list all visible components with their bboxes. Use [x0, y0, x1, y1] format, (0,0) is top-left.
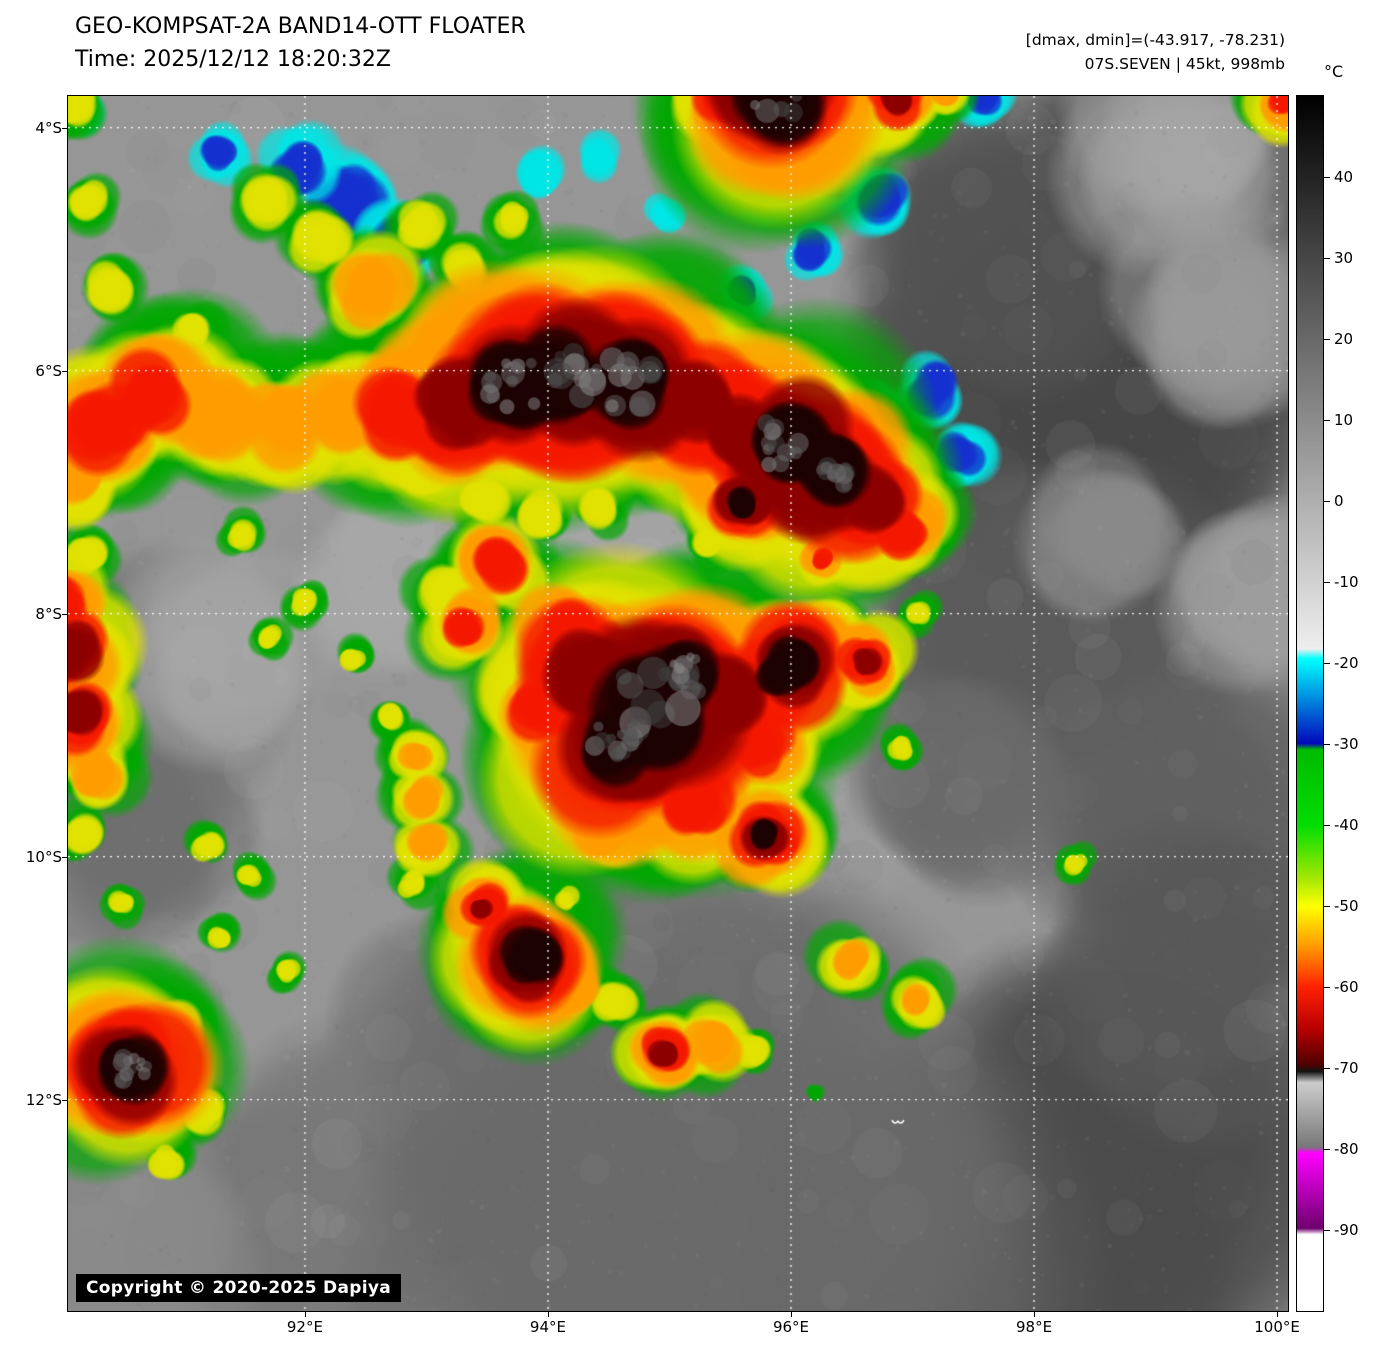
lat-tick-label: 8°S [35, 604, 62, 623]
lat-tick-label: 10°S [25, 847, 62, 866]
colorbar-tick-label: -20 [1334, 654, 1359, 672]
satellite-imagery-canvas [68, 96, 1288, 1311]
lon-tick-label: 94°E [529, 1318, 566, 1336]
lon-tick-mark [304, 1312, 306, 1317]
colorbar-tick-mark [1324, 663, 1330, 664]
lat-tick-mark [62, 856, 67, 858]
lat-tick-mark [62, 370, 67, 372]
colorbar-tick-label: -70 [1334, 1059, 1359, 1077]
colorbar-tick-mark [1324, 825, 1330, 826]
colorbar-tick-mark [1324, 582, 1330, 583]
copyright-badge: Copyright © 2020-2025 Dapiya [76, 1274, 401, 1302]
colorbar-tick-label: -30 [1334, 735, 1359, 753]
lat-tick-label: 6°S [35, 361, 62, 380]
colorbar-tick-label: -60 [1334, 978, 1359, 996]
product-title: GEO-KOMPSAT-2A BAND14-OTT FLOATER [75, 14, 526, 39]
colorbar-tick-mark [1324, 744, 1330, 745]
colorbar-tick-label: 0 [1334, 492, 1344, 510]
colorbar-tick-label: 40 [1334, 168, 1354, 186]
lat-tick-label: 4°S [35, 118, 62, 137]
colorbar-tick-label: -40 [1334, 816, 1359, 834]
colorbar [1296, 95, 1324, 1312]
lon-tick-mark [791, 1312, 792, 1317]
colorbar-tick-mark [1324, 1230, 1330, 1231]
colorbar-tick-label: 30 [1334, 249, 1354, 267]
colorbar-tick-mark [1324, 501, 1330, 502]
colorbar-tick-label: 20 [1334, 330, 1354, 348]
colorbar-tick-label: 10 [1334, 411, 1354, 429]
lat-tick-mark [62, 127, 67, 129]
colorbar-tick-label: -10 [1334, 573, 1359, 591]
lat-tick-label: 12°S [25, 1090, 62, 1109]
colorbar-tick-mark [1324, 906, 1330, 907]
colorbar-tick-label: -90 [1334, 1221, 1359, 1239]
storm-info-block: [dmax, dmin]=(-43.917, -78.231) 07S.SEVE… [1026, 28, 1285, 76]
lon-tick-label: 98°E [1015, 1318, 1053, 1336]
colorbar-tick-mark [1324, 339, 1330, 340]
image-timestamp: Time: 2025/12/12 18:20:32Z [75, 47, 391, 72]
lon-tick-mark [547, 1312, 549, 1317]
storm-id-intensity: 07S.SEVEN | 45kt, 998mb [1084, 55, 1285, 73]
lat-tick-mark [62, 613, 67, 615]
colorbar-tick-mark [1324, 987, 1330, 988]
lat-tick-mark [62, 1099, 67, 1101]
satellite-map: Copyright © 2020-2025 Dapiya [67, 95, 1289, 1312]
colorbar-unit-label: °C [1324, 62, 1344, 81]
colorbar-tick-mark [1324, 1149, 1330, 1150]
lon-tick-mark [1277, 1312, 1279, 1317]
colorbar-tick-label: -80 [1334, 1140, 1359, 1158]
colorbar-tick-mark [1324, 420, 1330, 421]
lon-tick-mark [1034, 1312, 1036, 1317]
colorbar-gradient [1297, 96, 1323, 1311]
colorbar-tick-mark [1324, 177, 1330, 178]
dmax-dmin-readout: [dmax, dmin]=(-43.917, -78.231) [1025, 31, 1285, 49]
colorbar-tick-label: -50 [1334, 897, 1359, 915]
lon-tick-label: 92°E [286, 1318, 323, 1336]
lon-tick-label: 96°E [772, 1318, 810, 1336]
colorbar-tick-mark [1324, 1068, 1330, 1069]
colorbar-tick-mark [1324, 258, 1330, 259]
lon-tick-label: 100°E [1254, 1318, 1300, 1336]
